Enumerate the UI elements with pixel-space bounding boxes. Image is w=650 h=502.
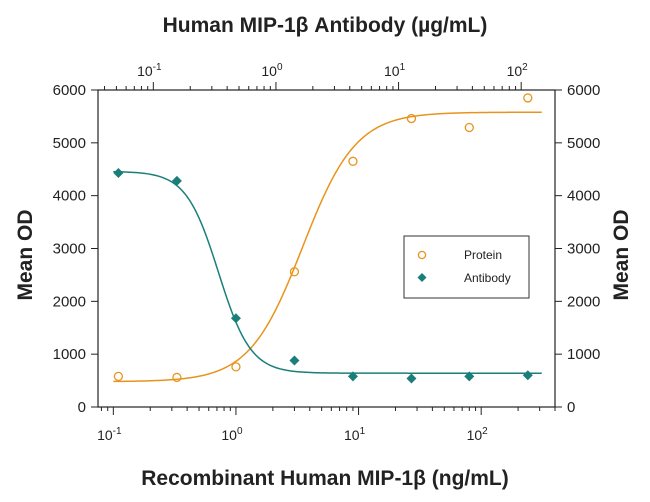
right-y-tick-label: 4000 <box>567 188 600 205</box>
right-y-tick-label: 3000 <box>567 241 600 258</box>
bottom-x-tick-label: 102 <box>467 426 489 443</box>
legend: Protein Antibody <box>403 235 530 299</box>
axis-ticks: 0 0 1000 1000 2000 2000 3000 3000 4000 4000 5000 50… <box>53 62 601 443</box>
top-x-tick-label: 100 <box>261 62 283 79</box>
left-y-tick-label: 6000 <box>53 82 86 99</box>
legend-box <box>403 235 530 299</box>
right-y-tick-label: 2000 <box>567 293 600 310</box>
top-x-tick-label: 101 <box>384 62 406 79</box>
bottom-x-tick-label: 100 <box>221 426 243 443</box>
antibody-point <box>347 371 358 382</box>
antibody-point <box>171 175 182 186</box>
right-y-tick-label: 0 <box>567 399 575 416</box>
bottom-axis-title: Recombinant Human MIP-1β (ng/mL) <box>141 467 509 490</box>
left-y-tick-label: 3000 <box>53 241 86 258</box>
right-axis-title: Mean OD <box>610 209 633 300</box>
protein-point <box>406 113 417 124</box>
protein-fit-curve <box>113 111 542 383</box>
antibody-point <box>406 373 417 384</box>
legend-antibody-label: Antibody <box>464 271 511 285</box>
protein-point <box>231 362 241 372</box>
top-x-tick-label: 102 <box>507 62 529 79</box>
left-axis-title: Mean OD <box>14 209 37 300</box>
protein-point <box>464 122 474 133</box>
data-points <box>113 93 533 384</box>
left-y-tick-label: 5000 <box>53 135 86 152</box>
right-y-tick-label: 1000 <box>567 346 600 363</box>
top-x-tick-label: 10-1 <box>137 62 162 79</box>
antibody-point <box>289 355 300 366</box>
top-axis-title: Human MIP-1β Antibody (µg/mL) <box>163 14 488 37</box>
left-y-tick-label: 1000 <box>53 346 86 363</box>
bottom-x-tick-label: 10-1 <box>97 426 122 443</box>
protein-point <box>113 371 124 382</box>
right-y-tick-label: 5000 <box>567 135 600 152</box>
left-y-tick-label: 0 <box>78 399 86 416</box>
left-y-tick-label: 2000 <box>53 293 86 310</box>
legend-antibody-marker <box>417 273 427 282</box>
protein-point <box>523 93 533 103</box>
antibody-point <box>464 371 475 382</box>
bottom-x-tick-label: 101 <box>344 426 366 443</box>
antibody-point <box>230 313 241 324</box>
right-y-tick-label: 6000 <box>567 82 600 99</box>
left-y-tick-label: 4000 <box>53 188 86 205</box>
legend-protein-marker <box>417 250 427 260</box>
antibody-point <box>113 167 124 178</box>
protein-point <box>289 267 300 277</box>
protein-point <box>172 372 182 383</box>
protein-point <box>348 156 358 166</box>
legend-protein-label: Protein <box>464 248 502 262</box>
antibody-point <box>522 370 533 381</box>
